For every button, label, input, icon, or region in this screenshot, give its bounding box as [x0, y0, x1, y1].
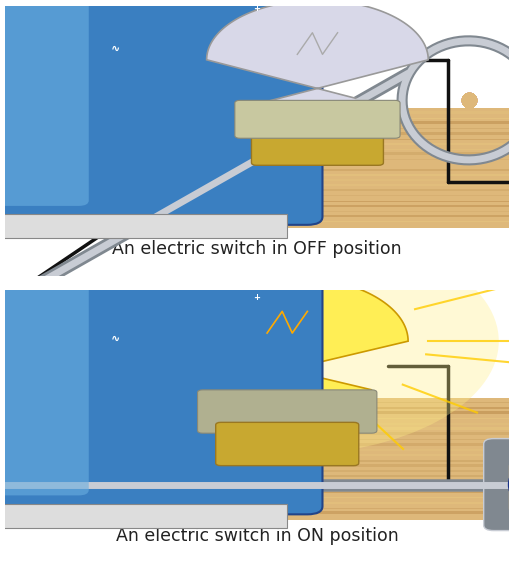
- Circle shape: [509, 447, 514, 522]
- Bar: [5, 503, 509, 504]
- Bar: [5, 444, 509, 445]
- Bar: [5, 179, 509, 181]
- Bar: [5, 497, 509, 499]
- Bar: [5, 423, 509, 424]
- Bar: [5, 492, 509, 493]
- Polygon shape: [207, 0, 428, 141]
- FancyBboxPatch shape: [216, 422, 359, 466]
- Bar: [5, 143, 509, 145]
- Bar: [5, 128, 509, 130]
- Bar: [5, 481, 509, 483]
- Bar: [5, 512, 509, 514]
- Bar: [5, 158, 509, 160]
- FancyBboxPatch shape: [0, 0, 322, 225]
- Bar: [5, 449, 509, 451]
- Bar: [5, 195, 509, 196]
- FancyBboxPatch shape: [509, 463, 514, 512]
- Bar: [5, 217, 509, 276]
- Bar: [5, 132, 509, 135]
- Text: ∿: ∿: [111, 333, 121, 344]
- Text: An electric switch in ON position: An electric switch in ON position: [116, 527, 398, 545]
- Bar: [5, 470, 509, 472]
- Bar: [5, 205, 509, 207]
- Bar: [5, 464, 509, 467]
- FancyBboxPatch shape: [197, 390, 377, 433]
- Bar: [5, 408, 509, 409]
- Bar: [5, 402, 509, 404]
- Bar: [5, 139, 509, 140]
- Bar: [5, 439, 509, 440]
- Bar: [0, 504, 287, 528]
- Bar: [5, 486, 509, 488]
- Bar: [0, 203, 287, 225]
- FancyBboxPatch shape: [235, 100, 400, 138]
- Bar: [5, 432, 509, 435]
- Bar: [5, 111, 509, 114]
- Bar: [5, 460, 509, 461]
- Bar: [5, 418, 509, 419]
- Bar: [5, 185, 509, 186]
- Bar: [5, 174, 509, 175]
- Bar: [5, 506, 509, 560]
- Text: +: +: [253, 4, 261, 13]
- Polygon shape: [167, 276, 408, 422]
- Bar: [5, 290, 509, 411]
- Bar: [5, 121, 509, 124]
- FancyBboxPatch shape: [0, 217, 322, 514]
- FancyBboxPatch shape: [0, 0, 89, 206]
- Bar: [5, 427, 509, 430]
- FancyBboxPatch shape: [484, 439, 514, 530]
- Bar: [5, 109, 509, 228]
- Text: +: +: [253, 293, 261, 302]
- Bar: [5, 475, 509, 477]
- Text: An electric switch in OFF position: An electric switch in OFF position: [112, 240, 402, 258]
- FancyBboxPatch shape: [0, 235, 89, 495]
- Bar: [5, 411, 509, 414]
- Text: ∿: ∿: [111, 44, 121, 54]
- Bar: [5, 118, 509, 119]
- Bar: [5, 221, 509, 222]
- Bar: [5, 454, 509, 456]
- Circle shape: [76, 228, 499, 455]
- Bar: [5, 189, 509, 191]
- Circle shape: [0, 279, 50, 355]
- Bar: [5, 152, 509, 155]
- Bar: [5, 211, 509, 212]
- Bar: [5, 169, 509, 170]
- Bar: [5, 398, 509, 520]
- Bar: [0, 214, 287, 238]
- Bar: [5, 6, 509, 127]
- Bar: [5, 149, 509, 150]
- FancyBboxPatch shape: [251, 127, 383, 165]
- Bar: [5, 215, 509, 217]
- Bar: [5, 508, 509, 509]
